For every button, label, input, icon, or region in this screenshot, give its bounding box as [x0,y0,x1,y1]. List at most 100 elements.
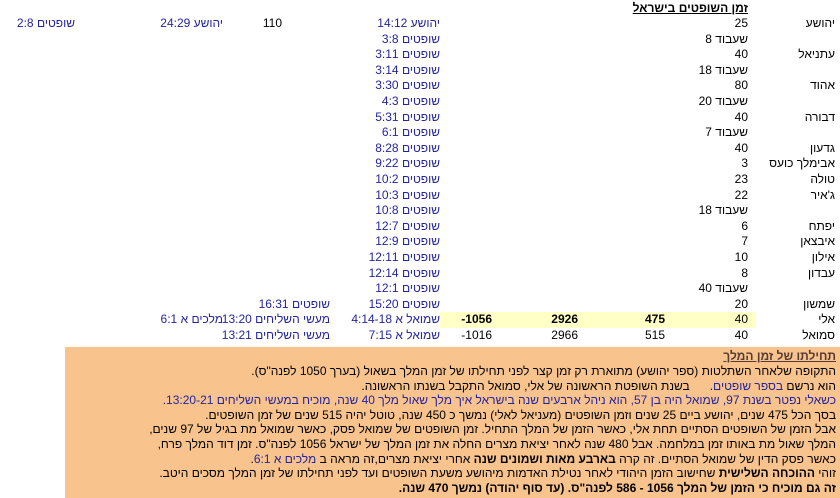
years-value: 40 [734,109,748,124]
table-row: גדעון 40 שופטים 8:28 [0,141,840,157]
judge-name: דבורה [804,109,835,124]
scripture-ref-link[interactable]: שופטים 3:30 [375,78,440,93]
scripture-ref-link[interactable]: שופטים 10:3 [375,187,440,202]
years-value: 3 [741,156,748,171]
scripture-ref-link[interactable]: שופטים 4:3 [381,93,440,108]
table-row: אבימלך כועס 3 שופטים 9:22 [0,156,840,172]
table-row: איבצאן 7 שופטים 12:9 [0,234,840,250]
note-lines: התקופה שלאחר השתלטות (ספר יהושע) מתוארת … [69,364,836,495]
judge-name: אהוד [810,78,835,93]
years-value: 80 [734,78,748,93]
scripture-ref-link[interactable]: שופטים 3:14 [375,62,440,77]
years-value: 10 [734,249,748,264]
table-row: אילון 10 שופטים 12:11 [0,250,840,266]
scripture-ref-link[interactable]: שופטים 3:11 [375,47,440,62]
scripture-ref-link[interactable]: שמואל א 4:14-18 [351,312,440,327]
scripture-ref-link[interactable]: שופטים 9:22 [375,156,440,171]
scripture-ref-link[interactable]: שופטים 10:2 [375,171,440,186]
years-value: 20 [734,296,748,311]
note-text: כאשר פסק הדין של שמואל הסתיים. זה קרה [615,451,836,466]
table-row: עבדון 8 שופטים 12:14 [0,266,840,282]
note-bold-text: זה גם מוכיח כי הזמן של המלך 1056 - 586 ל… [398,480,836,495]
scripture-ref-link[interactable]: שופטים 12:11 [368,249,440,264]
table-row: דבורה 40 שופטים 5:31 [0,110,840,126]
note-bold-text: בארבע מאות ושמונים שנה [473,451,616,466]
judge-name: אילון [811,249,835,264]
scripture-ref-link[interactable]: יהושע 24:29 [160,16,223,30]
judge-name: אלי [818,312,835,327]
years-value: 25 [734,16,748,30]
years-value: שעבוד 18 [698,203,748,218]
scripture-link[interactable]: מעשי השליחים 13:20-21 [166,393,292,408]
scripture-ref-link[interactable]: מלכים א 6:1 [160,312,223,327]
judge-name: אבימלך כועס [769,156,835,171]
years-value: 6 [741,218,748,233]
note-text: בשנת השופטת הראשונה של אלי, סמואל התקבל … [361,378,690,393]
era-year-value: 2926 [551,312,578,327]
note-line: כשאלי נפטר בשנת 97, שמואל היה בן 57, הוא… [69,393,836,408]
scripture-ref-link[interactable]: שופטים 6:1 [381,125,440,140]
scripture-ref-link[interactable]: שופטים 2:8 [16,16,75,30]
note-text: . [250,451,254,466]
note-text: המלך שאול מת באותו זמן במלחמה. אבל 480 ש… [157,437,836,452]
scripture-ref-link[interactable]: שופטים 10:8 [375,203,440,218]
years-value: 7 [741,234,748,249]
note-text: זוהי [814,466,836,481]
note-text: כשאלי נפטר בשנת 97, שמואל היה בן 57, הוא… [291,393,836,408]
scripture-ref-link[interactable]: מעשי השליחים 13:21 [221,327,330,342]
note-line: בסך הכל 475 שנים, יהושע ביים 25 שנים וזמ… [69,408,836,423]
note-text: התקופה שלאחר השתלטות (ספר יהושע) מתוארת … [251,364,836,379]
note-line: המלך שאול מת באותו זמן במלחמה. אבל 480 ש… [69,437,836,452]
note-line: התקופה שלאחר השתלטות (ספר יהושע) מתוארת … [69,364,836,379]
years-value: 40 [734,327,748,342]
judge-name: עבדון [807,265,835,280]
judge-name: יפתח [808,218,835,233]
scripture-ref-link[interactable]: שופטים 12:9 [375,234,440,249]
scripture-link[interactable]: בספר שופטים [713,378,784,393]
bce-year-value: -1056 [461,312,492,327]
judge-name: איבצאן [800,234,835,249]
table-row: שעבוד 18 שופטים 10:8 [0,203,840,219]
judges-table: יהושע 25 יהושע 14:12 110 יהושע 24:29 שופטים 2… [0,16,840,343]
page-title: זמן השופטים בישראל [632,1,748,15]
table-row: שעבוד 40 שופטים 12:1 [0,281,840,297]
table-row: סמואל 40 515 2966 -1016 שמואל א 7:15 מעשי השלי… [0,328,840,344]
note-line: הוא נרשם בספר שופטים. בשנת השופטת הראשונה… [69,379,836,394]
note-text: . [709,378,714,393]
scripture-ref-link[interactable]: שמואל א 7:15 [368,327,440,342]
scripture-ref-link[interactable]: שופטים 8:28 [375,140,440,155]
years-value: שעבוד 20 [698,93,748,108]
table-row: שעבוד 18 שופטים 3:14 [0,63,840,79]
scripture-ref-link[interactable]: יהושע 14:12 [377,16,440,30]
judge-name: טולה [810,171,835,186]
total-years-value: 475 [644,312,665,327]
scripture-ref-link[interactable]: שופטים 12:7 [375,218,440,233]
note-line: אבל הזמן של השופטים הסתיים תחת אלי, כאשר… [69,422,836,437]
note-line: זה גם מוכיח כי הזמן של המלך 1056 - 586 ל… [69,481,836,496]
table-row: שמשון 20 שופטים 15:20 שופטים 16:31 [0,297,840,313]
judge-name: יהושע [805,16,835,30]
years-value: שעבוד 40 [698,281,748,296]
total-years-value: 515 [644,327,665,342]
note-text: הוא נרשם [783,378,836,393]
scripture-ref-link[interactable]: שופטים 16:31 [258,296,330,311]
judge-name: עתניאל [798,47,835,62]
table-row: יהושע 25 יהושע 14:12 110 יהושע 24:29 שופטים 2… [0,16,840,32]
table-row: ג'איר 22 שופטים 10:3 [0,188,840,204]
scripture-link[interactable]: מלכים א 6:1 [253,451,317,466]
judge-name: ג'איר [810,187,835,202]
scripture-ref-link[interactable]: שופטים 15:20 [368,296,440,311]
scripture-ref-link[interactable]: שופטים 12:1 [375,281,440,296]
table-row: עתניאל 40 שופטים 3:11 [0,47,840,63]
note-bold-text: ההוכחה השלישית [718,466,815,481]
bce-year-value: -1016 [461,327,492,342]
note-line: זוהי ההוכחה השלישית שחישוב הזמן היהודי ל… [69,466,836,481]
scripture-ref-link[interactable]: שופטים 5:31 [375,109,440,124]
scripture-ref-link[interactable]: שופטים 12:14 [368,265,440,280]
judge-name: שמשון [803,296,835,311]
years-value: 8 [741,265,748,280]
scripture-ref-link[interactable]: מעשי השליחים 13:20 [221,312,330,327]
note-text: שחישוב הזמן היהודי לאחר נטילת האדמות מיה… [159,466,719,481]
scripture-ref-link[interactable]: שופטים 3:8 [381,31,440,46]
